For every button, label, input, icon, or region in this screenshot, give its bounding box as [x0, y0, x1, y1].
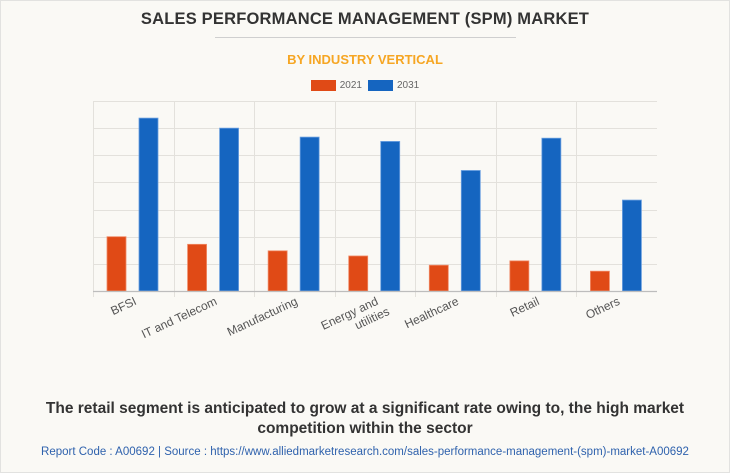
x-tick-label: Energy andutilities: [319, 291, 392, 345]
x-tick-label-line: BFSI: [108, 294, 138, 318]
bar-2031-retail: [541, 137, 562, 292]
bar-2031-healthcare: [460, 170, 481, 292]
x-tick-label-line: Others: [583, 294, 622, 322]
legend-label-2031: 2031: [397, 80, 420, 91]
x-tick-label-line: Healthcare: [402, 294, 461, 331]
legend: 2021 2031: [0, 80, 730, 91]
legend-label-2021: 2021: [339, 80, 362, 91]
bar-2021-it-and-telecom: [187, 243, 207, 292]
bar-2021-retail: [509, 260, 530, 292]
legend-item-2021[interactable]: 2021: [310, 80, 362, 91]
legend-swatch-2031: [368, 80, 393, 91]
x-tick-label: Manufacturing: [225, 294, 300, 339]
chart-title: SALES PERFORMANCE MANAGEMENT (SPM) MARKE…: [140, 10, 590, 28]
bar-2021-others: [590, 270, 610, 292]
legend-swatch-2021: [310, 80, 336, 91]
source-footer[interactable]: Report Code : A00692 | Source : https://…: [41, 446, 689, 458]
bar-chart: BFSI IT and Telecom Manufacturing Energy an…: [93, 101, 657, 345]
x-tick-label: Healthcare: [402, 294, 461, 331]
bar-2031-it-and-telecom: [219, 127, 239, 292]
chart-subtitle: BY INDUSTRY VERTICAL: [287, 52, 443, 67]
bar-2021-healthcare: [428, 264, 449, 292]
bar-2031-manufacturing: [299, 136, 320, 292]
bar-2021-bfsi: [106, 236, 127, 292]
title-divider: [215, 37, 516, 38]
x-tick-label: IT and Telecom: [139, 294, 219, 341]
bar-2021-energy-and-utilities: [348, 255, 369, 292]
bar-2031-energy-and-utilities: [380, 141, 401, 292]
bar-2031-others: [622, 199, 642, 292]
x-tick-label: Others: [583, 294, 622, 322]
x-tick-label: Retail: [508, 294, 542, 320]
x-tick-label: BFSI: [108, 294, 138, 318]
x-tick-label-line: Retail: [508, 294, 542, 320]
bar-2031-bfsi: [138, 117, 159, 292]
x-tick-label-line: Manufacturing: [225, 294, 300, 339]
legend-item-2031[interactable]: 2031: [368, 80, 419, 91]
chart-caption: The retail segment is anticipated to gro…: [45, 400, 685, 437]
bar-2021-manufacturing: [267, 250, 288, 292]
x-tick-label-line: IT and Telecom: [139, 294, 219, 341]
